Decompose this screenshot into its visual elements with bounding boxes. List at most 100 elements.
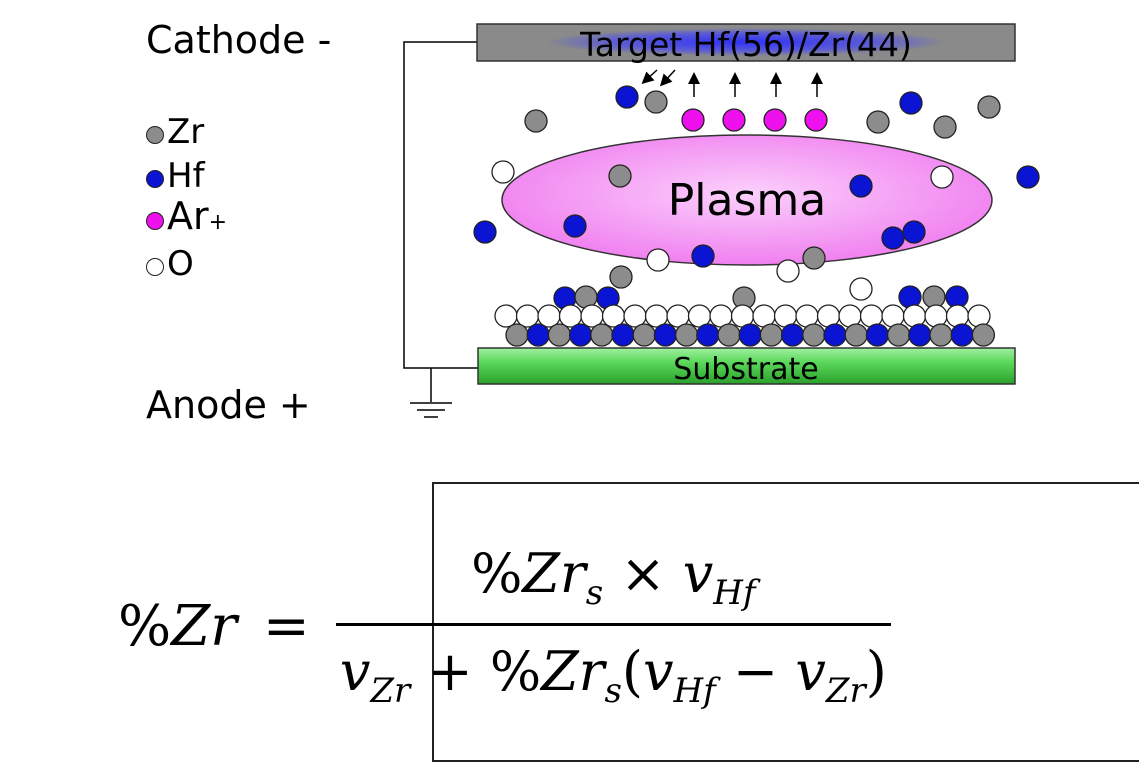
legend-item-zr: Zr bbox=[146, 112, 204, 152]
zr-atom bbox=[759, 323, 784, 347]
zr-fraction-formula: %Zr = %Zrs × vHf vZr + %Zrs(vHf − vZr) bbox=[118, 542, 891, 711]
hf-atom bbox=[865, 323, 890, 347]
particles bbox=[473, 85, 1040, 347]
den-close-paren: ) bbox=[865, 640, 887, 703]
hf-atom bbox=[908, 323, 932, 347]
hf-atom bbox=[738, 323, 762, 347]
substrate-label: Substrate bbox=[673, 352, 818, 387]
legend-label-o: O bbox=[167, 244, 194, 284]
den-v2: v bbox=[643, 640, 674, 703]
ar-ion bbox=[722, 108, 746, 132]
zr-atom bbox=[505, 323, 529, 347]
sputter-arrows bbox=[641, 69, 823, 97]
num-percent: % bbox=[471, 542, 523, 605]
formula-box bbox=[432, 482, 1139, 762]
hf-atom bbox=[780, 323, 805, 347]
o-atom bbox=[494, 304, 518, 328]
hf-atom bbox=[823, 323, 847, 347]
plasma-label: Plasma bbox=[668, 175, 826, 226]
formula-lhs-var: Zr bbox=[171, 594, 237, 659]
fraction-bar bbox=[335, 623, 891, 626]
hf-atom bbox=[696, 323, 720, 347]
den-v3: v bbox=[795, 640, 826, 703]
ar-ion bbox=[763, 108, 787, 132]
formula-denominator: vZr + %Zrs(vHf − vZr) bbox=[336, 640, 891, 711]
den-v1-sub: Zr bbox=[370, 671, 411, 711]
hf-atom bbox=[526, 323, 550, 347]
zr-atom bbox=[674, 323, 699, 347]
formula-lhs: %Zr bbox=[118, 594, 237, 659]
hf-atom bbox=[653, 323, 678, 347]
legend-label-zr: Zr bbox=[167, 112, 205, 152]
zr-atom bbox=[717, 323, 741, 347]
ar-dot-icon bbox=[146, 212, 164, 230]
o-atom bbox=[491, 160, 515, 184]
o-dot-icon bbox=[146, 258, 164, 276]
legend-item-o: O bbox=[146, 244, 194, 284]
formula-fraction: %Zrs × vHf vZr + %Zrs(vHf − vZr) bbox=[335, 542, 891, 711]
zr-atom bbox=[524, 109, 548, 133]
anode-label: Anode + bbox=[146, 383, 311, 427]
zr-atom bbox=[929, 323, 953, 347]
ar-ion bbox=[681, 108, 705, 132]
formula-lhs-percent: % bbox=[118, 594, 172, 659]
formula-numerator: %Zrs × vHf bbox=[467, 542, 759, 613]
zr-atom bbox=[886, 323, 911, 347]
legend-item-ar: Ar + bbox=[146, 194, 227, 238]
zr-atom bbox=[844, 323, 868, 347]
den-v3-sub: Zr bbox=[825, 671, 866, 711]
target-label: Target Hf(56)/Zr(44) bbox=[579, 25, 912, 64]
hf-atom bbox=[902, 220, 926, 244]
zr-atom bbox=[866, 110, 890, 134]
num-v: v bbox=[682, 542, 714, 605]
zr-atom bbox=[971, 323, 996, 347]
den-v1: v bbox=[339, 640, 371, 703]
zr-atom bbox=[590, 323, 614, 347]
hf-atom bbox=[568, 323, 593, 347]
zr-atom bbox=[609, 265, 633, 289]
o-atom bbox=[849, 277, 873, 301]
den-percent: % bbox=[489, 640, 542, 703]
den-plus: + bbox=[410, 640, 490, 703]
num-v-sub: Hf bbox=[713, 573, 756, 613]
zr-atom bbox=[632, 323, 656, 347]
cathode-label: Cathode - bbox=[146, 18, 332, 62]
zr-dot-icon bbox=[146, 126, 164, 144]
den-v2-sub: Hf bbox=[673, 671, 716, 711]
zr-atom bbox=[547, 323, 572, 347]
num-var: Zr bbox=[522, 542, 586, 605]
hf-atom bbox=[881, 226, 905, 250]
den-var: Zr bbox=[541, 640, 605, 703]
num-times: × bbox=[603, 542, 683, 605]
ground-symbol bbox=[410, 402, 452, 418]
target-glow bbox=[546, 28, 946, 56]
legend-label-hf: Hf bbox=[167, 156, 205, 196]
hf-dot-icon bbox=[146, 170, 164, 188]
substrate bbox=[477, 347, 1016, 385]
circuit-wire bbox=[403, 41, 478, 402]
zr-atom bbox=[608, 164, 632, 188]
hf-atom bbox=[1016, 165, 1040, 189]
o-atom bbox=[646, 248, 670, 272]
den-open-paren: ( bbox=[621, 640, 643, 703]
zr-atom bbox=[802, 246, 826, 270]
legend-label-ar: Ar bbox=[167, 194, 209, 238]
den-minus: − bbox=[715, 640, 796, 703]
hf-atom bbox=[849, 174, 873, 198]
num-sub: s bbox=[585, 573, 604, 613]
o-atom bbox=[930, 165, 954, 189]
hf-atom bbox=[473, 220, 497, 244]
ar-ion bbox=[804, 108, 828, 132]
hf-atom bbox=[563, 214, 587, 238]
o-atom bbox=[776, 259, 800, 283]
zr-atom bbox=[802, 323, 826, 347]
hf-atom bbox=[950, 323, 974, 347]
formula-equals: = bbox=[262, 594, 310, 659]
hf-atom bbox=[899, 91, 923, 115]
legend-item-hf: Hf bbox=[146, 156, 205, 196]
sputtering-diagram: Target Hf(56)/Zr(44) Plasma Substrate bbox=[403, 23, 1040, 418]
den-sub: s bbox=[604, 671, 622, 711]
zr-atom bbox=[933, 115, 957, 139]
o-atom bbox=[945, 304, 970, 328]
hf-atom bbox=[611, 323, 635, 347]
